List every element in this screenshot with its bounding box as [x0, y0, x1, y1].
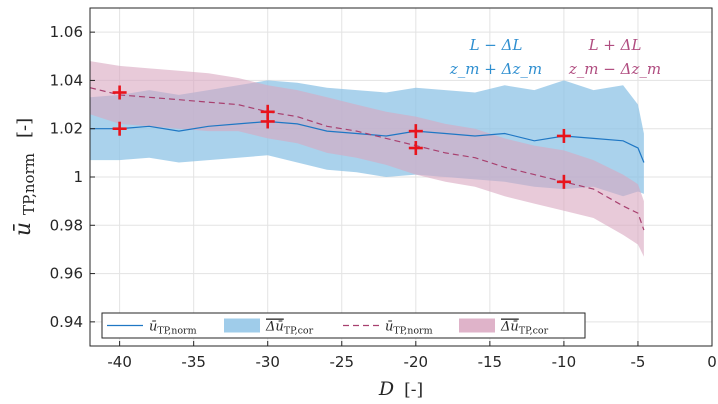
x-tick-label: -30 [255, 353, 280, 371]
y-tick-label: 1 [73, 168, 83, 186]
annotation-right-line2: z_m − Δz_m [568, 60, 661, 78]
y-tick-label: 0.94 [50, 313, 83, 331]
y-tick-label: 1.04 [50, 71, 83, 89]
y-tick-label: 1.06 [50, 23, 83, 41]
marker-plus [408, 141, 423, 156]
x-tick-label: -15 [478, 353, 503, 371]
annotation-left-line2: z_m + Δz_m [449, 60, 542, 78]
legend-label: ūTP,norm [149, 320, 197, 337]
y-axis-label-unit: [-] [14, 118, 35, 138]
measurement-markers [112, 85, 571, 189]
x-tick-label: -5 [630, 353, 645, 371]
y-tick-label: 0.96 [50, 265, 83, 283]
x-tick-label: -10 [552, 353, 577, 371]
legend-band-swatch [224, 318, 260, 333]
legend-entry-4: ΔūTP,cor [459, 318, 549, 337]
marker-plus [112, 121, 127, 136]
x-axis-label-unit: [-] [404, 380, 423, 400]
y-tick-label: 1.02 [50, 120, 83, 138]
x-axis-label-main: D [378, 378, 394, 400]
y-axis-label-main: ū [11, 222, 36, 236]
x-axis-ticks: -40 -35 -30 -25 -20 -15 -10 -5 0 [107, 341, 717, 371]
annotation-right-line1: L + ΔL [588, 36, 642, 54]
x-tick-label: 0 [707, 353, 717, 371]
x-tick-label: -25 [330, 353, 355, 371]
x-tick-label: -40 [107, 353, 132, 371]
x-tick-label: -20 [404, 353, 429, 371]
x-axis-label: D [-] [378, 378, 423, 400]
legend-label: ΔūTP,cor [500, 320, 549, 337]
legend-entry-2: ΔūTP,cor [224, 318, 314, 337]
line-series-2 [89, 87, 645, 231]
y-tick-label: 0.98 [50, 216, 83, 234]
y-axis-label: ū TP,norm [-] [11, 118, 40, 236]
band-series-2 [90, 61, 644, 257]
legend-label: ΔūTP,cor [265, 320, 314, 337]
x-tick-label: -35 [181, 353, 206, 371]
legend-band-swatch [459, 318, 495, 333]
marker-plus [556, 174, 571, 189]
y-axis-label-sub: TP,norm [20, 153, 38, 215]
marker-plus [556, 128, 571, 143]
marker-plus [260, 114, 275, 129]
legend-entry-3: ūTP,norm [343, 320, 433, 337]
y-axis-ticks: 0.94 0.96 0.98 1 1.02 1.04 1.06 [50, 23, 95, 331]
annotation-left-line1: L − ΔL [469, 36, 523, 54]
annotations: L − ΔL z_m + Δz_m L + ΔL z_m − Δz_m [449, 36, 661, 78]
line-series-1 [90, 120, 645, 163]
series-lines [89, 87, 645, 231]
uncertainty-bands [90, 61, 644, 257]
marker-plus [112, 85, 127, 100]
marker-plus [408, 124, 423, 139]
legend-entry-1: ūTP,norm [107, 320, 197, 337]
legend: ūTP,norm ΔūTP,cor ūTP,norm ΔūTP,cor [101, 312, 586, 339]
legend-items: ūTP,norm ΔūTP,cor ūTP,norm ΔūTP,cor [107, 318, 549, 337]
legend-label: ūTP,norm [385, 320, 433, 337]
